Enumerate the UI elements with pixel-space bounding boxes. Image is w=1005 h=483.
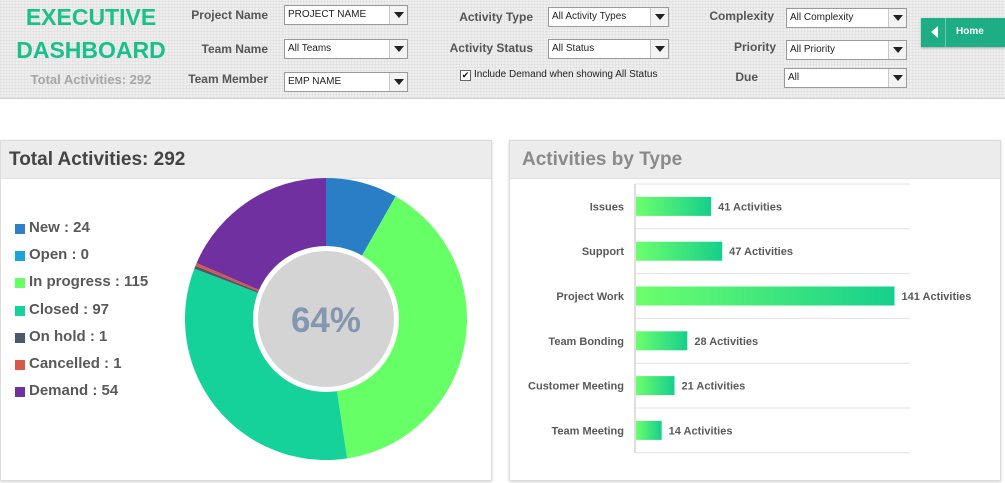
complexity-label: Complexity [709, 9, 774, 23]
include-demand-label: Include Demand when showing All Status [474, 69, 658, 80]
donut-center [258, 251, 394, 387]
home-button-label: Home [956, 26, 984, 37]
complexity-select[interactable]: All Complexity [786, 8, 907, 28]
legend-swatch [15, 359, 25, 370]
home-button[interactable]: Home [921, 18, 1005, 47]
team-member-label: Team Member [188, 72, 268, 86]
team-name-label: Team Name [201, 42, 268, 56]
legend-swatch [15, 278, 25, 289]
legend-label: New : 24 [29, 219, 90, 236]
category-label: Issues [590, 201, 624, 213]
team-name-select[interactable]: All Teams [284, 39, 408, 59]
data-label: 28 Activities [694, 336, 758, 348]
priority-select[interactable]: All Priority [786, 40, 907, 60]
category-label: Team Bonding [548, 336, 624, 348]
category-label: Team Meeting [551, 425, 624, 437]
legend-label: Open : 0 [29, 246, 90, 264]
data-label: 41 Activities [718, 201, 782, 213]
data-label: 21 Activities [682, 381, 746, 393]
data-label: 14 Activities [669, 425, 733, 437]
include-demand-checkbox[interactable]: ✔ [460, 70, 471, 81]
legend-swatch [15, 332, 25, 343]
activities-by-type-bar-chart: Issues 41 Activities Support 47 Activities P… [528, 183, 972, 454]
bar-team-bonding [636, 331, 688, 351]
status-donut-chart: 64% [184, 178, 467, 460]
legend-label: Cancelled : 1 [29, 354, 122, 372]
priority-value: All Priority [790, 44, 836, 55]
due-value: All [788, 72, 800, 83]
activities-by-type-panel-title: Activities by Type [510, 141, 1000, 179]
project-name-value: PROJECT NAME [288, 9, 367, 20]
category-label: Support [582, 246, 624, 258]
legend-swatch [15, 305, 25, 316]
total-activities-panel-title: Total Activities: 292 [1, 141, 491, 179]
bar-customer-meeting [636, 376, 675, 396]
activity-type-value: All Activity Types [552, 11, 627, 22]
activity-status-value: All Status [552, 43, 595, 54]
legend-label: In progress : 115 [29, 273, 149, 291]
bar-support [636, 241, 723, 261]
filter-bar: EXECUTIVE DASHBOARD Total Activities: 29… [0, 0, 1005, 99]
bar-team-meeting [636, 420, 662, 440]
data-label: 47 Activities [729, 246, 793, 258]
chevron-down-icon[interactable] [389, 40, 407, 58]
divider [945, 18, 946, 47]
priority-label: Priority [733, 40, 776, 54]
legend-label: Closed : 97 [29, 300, 110, 318]
chevron-down-icon[interactable] [888, 41, 906, 59]
activity-status-label: Activity Status [449, 41, 533, 55]
legend-label: On hold : 1 [29, 327, 108, 345]
legend-swatch [15, 387, 25, 398]
chevron-down-icon[interactable] [389, 73, 407, 91]
due-label: Due [735, 70, 758, 84]
project-name-label: Project Name [191, 8, 268, 22]
due-select[interactable]: All [784, 68, 907, 88]
team-name-value: All Teams [288, 43, 332, 54]
activity-status-select[interactable]: All Status [548, 39, 669, 59]
chevron-down-icon[interactable] [650, 40, 668, 58]
chevron-down-icon[interactable] [389, 6, 407, 24]
dashboard-title-line1: EXECUTIVE [25, 4, 157, 30]
team-member-value: EMP NAME [288, 76, 342, 87]
data-label: 141 Activities [902, 291, 972, 303]
project-name-select[interactable]: PROJECT NAME [284, 5, 408, 25]
back-arrow-icon [931, 26, 938, 38]
activity-type-select[interactable]: All Activity Types [548, 7, 669, 27]
legend-label: Demand : 54 [29, 382, 119, 400]
bar-issues [636, 196, 712, 216]
activities-by-type-panel: Activities by Type Issues 41 Activities Su… [509, 140, 1001, 481]
dashboard-title-line2: DASHBOARD [16, 37, 166, 63]
activity-type-label: Activity Type [459, 10, 533, 24]
chevron-down-icon[interactable] [650, 8, 668, 26]
donut-center-label: 64% [291, 301, 361, 340]
chevron-down-icon[interactable] [888, 69, 906, 87]
category-label: Customer Meeting [528, 381, 624, 393]
total-activities-summary: Total Activities: 292 [30, 72, 152, 87]
chevron-down-icon[interactable] [888, 9, 906, 27]
complexity-value: All Complexity [790, 12, 854, 23]
bar-project-work [636, 286, 895, 306]
legend-swatch [15, 251, 25, 262]
legend-swatch [15, 224, 25, 234]
total-activities-panel: Total Activities: 292 New : 24 Open : 0 … [0, 140, 492, 481]
category-label: Project Work [556, 291, 625, 303]
team-member-select[interactable]: EMP NAME [284, 72, 408, 92]
